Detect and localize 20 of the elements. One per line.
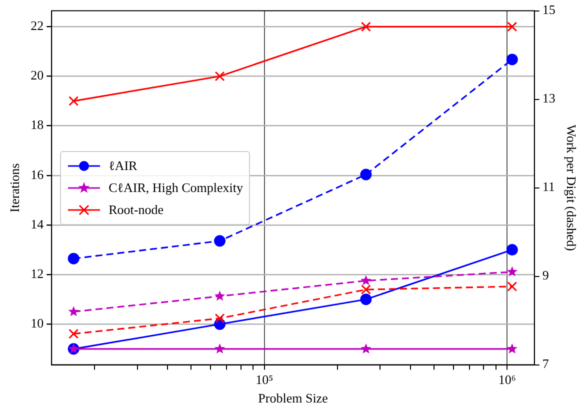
y2-axis-title: Work per Digit (dashed) — [564, 124, 579, 251]
y2-tick-label: 7 — [542, 356, 550, 372]
legend-label: Root-node — [108, 202, 164, 218]
legend-label: CℓAIR, High Complexity — [108, 180, 244, 196]
y-tick-label: 16 — [30, 166, 44, 182]
y2-tick-label: 15 — [542, 2, 556, 18]
y-tick-label: 22 — [30, 18, 44, 34]
y-tick-label: 14 — [30, 216, 44, 232]
y-axis-title: Iterations — [7, 163, 22, 212]
y-tick-label: 18 — [30, 117, 44, 132]
legend-label: ℓAIR — [108, 158, 138, 174]
y2-tick-label: 13 — [542, 90, 556, 106]
y-tick-label: 10 — [30, 316, 44, 331]
y-tick-label: 12 — [30, 266, 44, 281]
y2-tick-label: 11 — [542, 179, 555, 194]
x-tick-label: 10⁶ — [498, 372, 516, 388]
x-tick-label: 10⁵ — [256, 372, 274, 388]
y2-tick-label: 9 — [542, 268, 549, 283]
y-tick-label: 20 — [30, 68, 44, 83]
x-axis-title: Problem Size — [258, 390, 328, 406]
